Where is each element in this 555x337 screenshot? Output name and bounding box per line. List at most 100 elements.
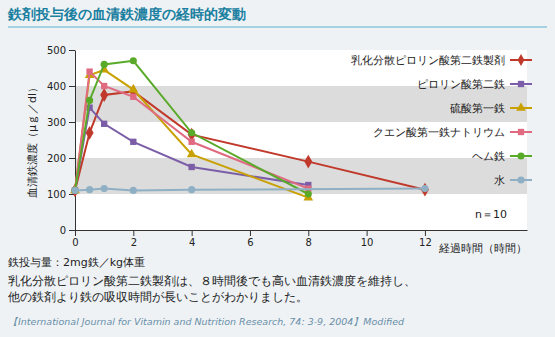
y-tick-mark <box>69 158 75 159</box>
series-marker <box>71 187 78 194</box>
y-tick-label: 0 <box>60 225 66 236</box>
x-tick-mark <box>133 230 134 236</box>
title-rule <box>8 26 547 28</box>
x-tick-mark <box>75 230 76 236</box>
note: 鉄投与量：2mg鉄／kg体重 <box>8 256 145 269</box>
legend-item: クエン酸第一鉄ナトリウム <box>373 126 532 138</box>
plot-background <box>75 50 527 230</box>
legend-item: 硫酸第一鉄 <box>450 102 532 114</box>
series-marker <box>188 129 195 136</box>
x-tick: 4 <box>189 230 195 248</box>
series-line <box>75 61 308 194</box>
y-axis: 0 100 200 300 400 500 <box>47 45 76 236</box>
series-marker <box>86 97 93 104</box>
x-tick: 2 <box>131 230 137 248</box>
legend-item: 水 <box>494 174 532 186</box>
title: 鉄剤投与後の血清鉄濃度の経時的変動 <box>7 6 246 22</box>
y-tick-label: 100 <box>47 189 66 200</box>
series-marker <box>304 155 312 169</box>
series-marker <box>188 186 195 193</box>
y-tick: 300 <box>47 117 75 128</box>
series-marker <box>86 186 93 193</box>
legend-label: 硫酸第一鉄 <box>450 102 505 114</box>
x-tick-label: 4 <box>189 237 195 248</box>
series-marker <box>86 68 92 74</box>
x-tick: 6 <box>247 230 253 248</box>
annotation: n＝10 <box>475 208 507 221</box>
series-marker <box>130 94 136 100</box>
x-tick-label: 10 <box>361 237 374 248</box>
y-tick-mark <box>69 86 75 87</box>
x-tick-label: 8 <box>306 237 312 248</box>
series-marker <box>101 121 107 127</box>
x-tick-mark <box>308 230 309 236</box>
legend-label: 水 <box>494 174 505 186</box>
legend-label: ヘム鉄 <box>472 150 505 162</box>
x-tick-mark <box>425 230 426 236</box>
y-axis-line <box>75 51 76 231</box>
series-line <box>75 70 308 198</box>
legend-marker <box>518 129 524 135</box>
series-marker <box>72 187 78 193</box>
legend-marker <box>518 54 525 66</box>
y-tick-label: 500 <box>47 45 66 56</box>
legend-item: ヘム鉄 <box>472 150 532 162</box>
x-axis-title: 経過時間（時間） <box>438 242 527 255</box>
legend-marker <box>518 81 524 87</box>
series-marker <box>71 187 78 194</box>
legend-label: ピロリン酸第二鉄 <box>417 78 505 90</box>
series-marker <box>72 187 78 193</box>
x-tick: 8 <box>306 230 312 248</box>
series-marker <box>130 187 137 194</box>
x-tick: 10 <box>361 230 374 248</box>
series-marker <box>101 185 108 192</box>
legend-marker <box>517 176 524 183</box>
series-marker <box>101 83 107 89</box>
series-marker <box>188 139 194 145</box>
series-line <box>75 72 308 191</box>
legend-marker <box>517 152 524 159</box>
x-tick: 12 <box>419 230 432 248</box>
x-tick-label: 6 <box>247 237 253 248</box>
x-tick-label: 12 <box>419 237 432 248</box>
series-marker <box>101 61 108 68</box>
series-marker <box>130 57 137 64</box>
series-marker <box>129 84 139 92</box>
chart: 鉄剤投与後の血清鉄濃度の経時的変動 0 100 200 300 400 500 0 2 4 6 8 10… <box>0 0 555 337</box>
grid <box>75 86 527 194</box>
note: 乳化分散ピロリン酸第二鉄製剤は、８時間後でも高い血清鉄濃度を維持し、 <box>8 274 416 288</box>
note: 他の鉄剤より鉄の吸収時間が長いことがわかりました。 <box>8 290 308 304</box>
series-marker <box>421 185 428 192</box>
x-tick-label: 0 <box>72 237 78 248</box>
series-line <box>75 108 308 191</box>
legend-item: ピロリン酸第二鉄 <box>417 78 532 90</box>
series-marker <box>130 139 136 145</box>
y-tick-label: 400 <box>47 81 66 92</box>
series-marker <box>187 149 197 157</box>
y-tick: 200 <box>47 153 75 164</box>
y-tick-mark <box>69 50 75 51</box>
grid-band <box>75 158 527 194</box>
y-tick: 500 <box>47 45 75 56</box>
x-tick: 0 <box>72 230 78 248</box>
series-marker <box>305 190 312 197</box>
y-tick-mark <box>69 230 75 231</box>
y-tick-label: 300 <box>47 117 66 128</box>
legend-item: 乳化分散ピロリン酸第二鉄製剤 <box>351 54 532 66</box>
y-tick: 400 <box>47 81 75 92</box>
x-tick-mark <box>367 230 368 236</box>
y-axis-title: 血清鉄濃度（μｇ／dl） <box>26 82 39 198</box>
x-tick-mark <box>192 230 193 236</box>
legend-label: クエン酸第一鉄ナトリウム <box>373 126 505 138</box>
series-marker <box>188 164 194 170</box>
source: 【International Journal for Vitamin and N… <box>8 316 405 327</box>
y-tick: 100 <box>47 189 75 200</box>
x-axis-line <box>76 230 528 231</box>
series-marker <box>421 183 429 197</box>
y-tick-mark <box>69 122 75 123</box>
series-marker <box>100 88 108 102</box>
legend-marker <box>516 102 526 110</box>
x-tick-mark <box>250 230 251 236</box>
series-line <box>75 189 425 191</box>
y-tick: 0 <box>60 225 75 236</box>
